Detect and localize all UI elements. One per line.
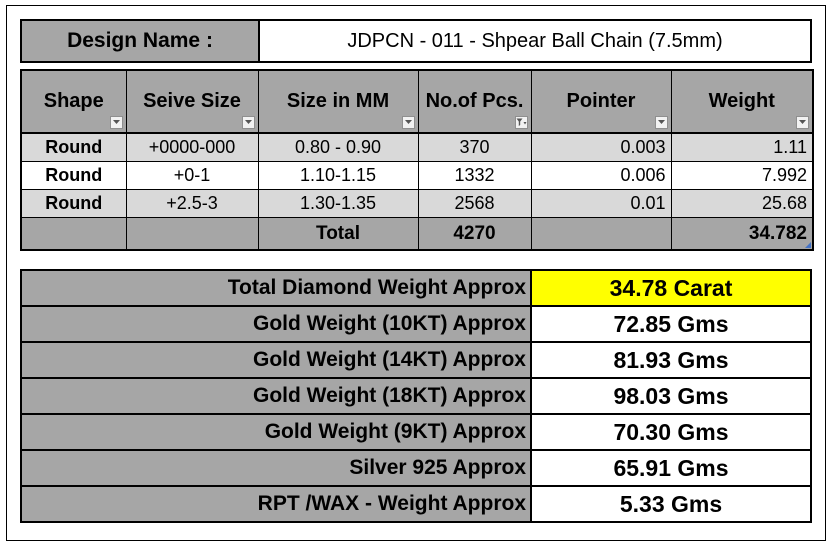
summary-value[interactable]: 5.33 Gms bbox=[530, 485, 812, 523]
cell-seive-size[interactable]: +0-1 bbox=[125, 160, 259, 190]
header-label: Size in MM bbox=[286, 89, 390, 112]
design-name-bar: Design Name : JDPCN - 011 - Shpear Ball … bbox=[20, 19, 812, 63]
header-seive-size: Seive Size bbox=[125, 69, 259, 134]
summary-value[interactable]: 65.91 Gms bbox=[530, 449, 812, 487]
cell-weight[interactable]: 1.11 bbox=[670, 132, 814, 162]
total-pcs[interactable]: 4270 bbox=[417, 217, 532, 252]
cell-pointer[interactable]: 0.006 bbox=[530, 160, 672, 190]
cell-empty[interactable] bbox=[530, 217, 672, 252]
cell-size-mm[interactable]: 1.10-1.15 bbox=[257, 160, 419, 190]
cell-shape[interactable]: Round bbox=[20, 160, 127, 190]
summary-row: Gold Weight (10KT) Approx 72.85 Gms bbox=[20, 305, 812, 343]
header-label: No.of Pcs. bbox=[425, 89, 524, 112]
table-resize-handle-icon[interactable] bbox=[805, 242, 811, 248]
summary-value[interactable]: 70.30 Gms bbox=[530, 413, 812, 451]
cell-empty[interactable] bbox=[125, 217, 259, 252]
dropdown-arrow-icon[interactable] bbox=[654, 115, 668, 129]
header-size-in-mm: Size in MM bbox=[257, 69, 419, 134]
total-weight-value: 34.782 bbox=[748, 222, 807, 244]
summary-row: RPT /WAX - Weight Approx 5.33 Gms bbox=[20, 485, 812, 523]
table-row: Round +2.5-3 1.30-1.35 2568 0.01 25.68 bbox=[20, 188, 814, 219]
table-header-row: Shape Seive Size Size in MM No.of Pcs. P… bbox=[20, 69, 814, 134]
cell-empty[interactable] bbox=[20, 217, 127, 252]
summary-row: Gold Weight (9KT) Approx 70.30 Gms bbox=[20, 413, 812, 451]
weight-summary-table: Total Diamond Weight Approx 34.78 Carat … bbox=[20, 269, 812, 523]
cell-weight[interactable]: 25.68 bbox=[670, 188, 814, 219]
summary-label[interactable]: Gold Weight (9KT) Approx bbox=[20, 413, 532, 451]
summary-row: Gold Weight (14KT) Approx 81.93 Gms bbox=[20, 341, 812, 379]
cell-pointer[interactable]: 0.003 bbox=[530, 132, 672, 162]
cell-seive-size[interactable]: +0000-000 bbox=[125, 132, 259, 162]
cell-shape[interactable]: Round bbox=[20, 188, 127, 219]
header-label: Shape bbox=[43, 89, 104, 112]
cell-weight[interactable]: 7.992 bbox=[670, 160, 814, 190]
cell-pcs[interactable]: 2568 bbox=[417, 188, 532, 219]
dropdown-arrow-icon[interactable] bbox=[109, 115, 123, 129]
cell-size-mm[interactable]: 1.30-1.35 bbox=[257, 188, 419, 219]
summary-row: Gold Weight (18KT) Approx 98.03 Gms bbox=[20, 377, 812, 415]
cell-pcs[interactable]: 370 bbox=[417, 132, 532, 162]
dropdown-arrow-icon[interactable] bbox=[241, 115, 255, 129]
header-weight: Weight bbox=[670, 69, 814, 134]
summary-label[interactable]: Silver 925 Approx bbox=[20, 449, 532, 487]
dropdown-arrow-icon[interactable] bbox=[401, 115, 415, 129]
header-label: Seive Size bbox=[143, 89, 241, 112]
header-label: Weight bbox=[708, 89, 775, 112]
design-name-value[interactable]: JDPCN - 011 - Shpear Ball Chain (7.5mm) bbox=[260, 21, 810, 61]
filter-sort-icon[interactable] bbox=[514, 115, 528, 129]
summary-value[interactable]: 98.03 Gms bbox=[530, 377, 812, 415]
table-row: Round +0000-000 0.80 - 0.90 370 0.003 1.… bbox=[20, 132, 814, 162]
cell-pointer[interactable]: 0.01 bbox=[530, 188, 672, 219]
total-row: Total 4270 34.782 bbox=[20, 217, 814, 252]
header-no-of-pcs: No.of Pcs. bbox=[417, 69, 532, 134]
summary-label[interactable]: RPT /WAX - Weight Approx bbox=[20, 485, 532, 523]
header-pointer: Pointer bbox=[530, 69, 672, 134]
summary-value[interactable]: 34.78 Carat bbox=[530, 269, 812, 307]
summary-row: Silver 925 Approx 65.91 Gms bbox=[20, 449, 812, 487]
summary-row: Total Diamond Weight Approx 34.78 Carat bbox=[20, 269, 812, 307]
summary-value[interactable]: 72.85 Gms bbox=[530, 305, 812, 343]
summary-label[interactable]: Gold Weight (18KT) Approx bbox=[20, 377, 532, 415]
header-shape: Shape bbox=[20, 69, 127, 134]
total-label[interactable]: Total bbox=[257, 217, 419, 252]
total-weight[interactable]: 34.782 bbox=[670, 217, 814, 252]
cell-seive-size[interactable]: +2.5-3 bbox=[125, 188, 259, 219]
summary-label[interactable]: Total Diamond Weight Approx bbox=[20, 269, 532, 307]
cell-shape[interactable]: Round bbox=[20, 132, 127, 162]
table-row: Round +0-1 1.10-1.15 1332 0.006 7.992 bbox=[20, 160, 814, 190]
summary-label[interactable]: Gold Weight (14KT) Approx bbox=[20, 341, 532, 379]
design-name-label: Design Name : bbox=[22, 21, 260, 61]
summary-value[interactable]: 81.93 Gms bbox=[530, 341, 812, 379]
header-label: Pointer bbox=[566, 89, 636, 112]
stone-table: Shape Seive Size Size in MM No.of Pcs. P… bbox=[20, 69, 814, 252]
dropdown-arrow-icon[interactable] bbox=[796, 115, 809, 129]
summary-label[interactable]: Gold Weight (10KT) Approx bbox=[20, 305, 532, 343]
cell-pcs[interactable]: 1332 bbox=[417, 160, 532, 190]
cell-size-mm[interactable]: 0.80 - 0.90 bbox=[257, 132, 419, 162]
